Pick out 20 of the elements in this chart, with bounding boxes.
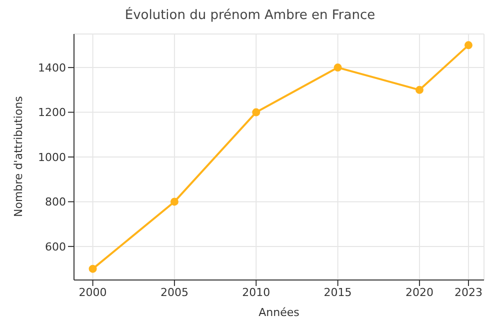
x-tick-label: 2010 <box>242 286 270 299</box>
y-tick-label: 800 <box>45 196 66 209</box>
x-tick-label: 2023 <box>454 286 482 299</box>
x-tick-label: 2000 <box>78 286 107 299</box>
y-tick-label: 1400 <box>38 61 66 74</box>
point <box>464 41 472 50</box>
y-tick-label: 1000 <box>38 150 66 164</box>
x-tick-label: 2015 <box>324 286 352 299</box>
x-tick-label: 2020 <box>405 286 434 299</box>
x-axis-title: Années <box>258 306 300 319</box>
y-axis-title: Nombre d'attributions <box>12 96 25 217</box>
point <box>252 108 260 116</box>
y-tick-label: 600 <box>45 240 66 254</box>
point <box>415 86 424 94</box>
chart-title: Évolution du prénom Ambre en France <box>124 8 376 25</box>
point <box>88 264 97 273</box>
point <box>334 64 342 72</box>
point <box>170 198 178 206</box>
y-tick-label: 1200 <box>38 106 66 120</box>
x-tick-label: 2005 <box>160 286 188 299</box>
